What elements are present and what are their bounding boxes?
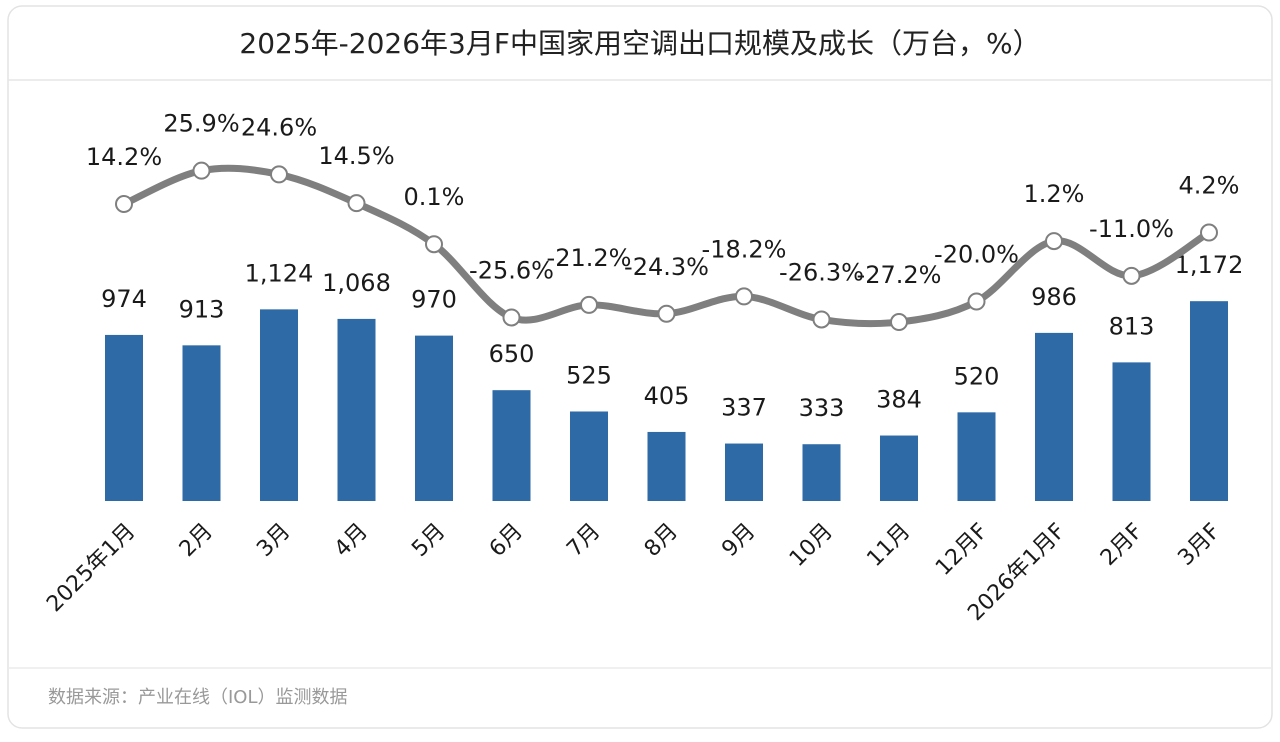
bar-value-label: 525 — [566, 361, 612, 389]
bar — [337, 318, 376, 501]
line-value-label: -27.2% — [857, 261, 942, 289]
bar — [415, 335, 453, 501]
line-marker — [1045, 232, 1063, 251]
bar — [957, 412, 996, 501]
line-marker — [735, 287, 753, 306]
line-marker — [1122, 266, 1141, 285]
line-value-label: 0.1% — [404, 183, 465, 211]
line-marker — [657, 304, 676, 323]
bar-value-label: 1,172 — [1175, 251, 1244, 279]
bar — [105, 334, 143, 501]
line-marker — [1200, 223, 1218, 242]
line-value-label: -24.3% — [624, 253, 709, 281]
bar-value-label: 650 — [489, 340, 535, 368]
chart-title: 2025年-2026年3月F中国家用空调出口规模及成长（万台，%） — [239, 27, 1040, 60]
line-marker — [812, 310, 831, 329]
bar — [725, 443, 763, 501]
line-marker — [347, 194, 366, 213]
bar — [1035, 332, 1073, 501]
bar — [802, 444, 841, 501]
bar-value-label: 1,068 — [322, 269, 391, 297]
bar-value-label: 986 — [1031, 283, 1077, 311]
line-value-label: 24.6% — [241, 113, 317, 141]
line-marker — [192, 161, 211, 180]
bar — [1112, 362, 1151, 501]
bar — [570, 411, 608, 501]
line-value-label: -26.3% — [779, 258, 864, 286]
bar-value-label: 405 — [644, 382, 690, 410]
line-marker — [115, 195, 133, 214]
line-value-label: 4.2% — [1179, 172, 1240, 200]
bar-value-label: 333 — [799, 394, 845, 422]
bar-value-label: 813 — [1109, 312, 1155, 340]
line-value-label: -18.2% — [702, 235, 787, 263]
line-value-label: -20.0% — [934, 241, 1019, 269]
line-value-label: -11.0% — [1089, 215, 1174, 243]
bar-value-label: 384 — [876, 386, 922, 414]
line-marker — [580, 295, 598, 314]
bar — [880, 435, 918, 501]
bar-value-label: 1,124 — [245, 259, 314, 287]
bar — [1190, 301, 1228, 501]
line-value-label: 1.2% — [1024, 180, 1085, 208]
line-value-label: 14.5% — [318, 142, 394, 170]
line-value-label: -21.2% — [547, 244, 632, 272]
bar-value-label: 974 — [101, 285, 147, 313]
bar — [647, 431, 686, 501]
bar-value-label: 337 — [721, 394, 767, 422]
bar-value-label: 970 — [411, 286, 457, 314]
bar-value-label: 520 — [954, 362, 1000, 390]
line-value-label: 14.2% — [86, 143, 162, 171]
bar — [260, 309, 298, 501]
line-marker — [270, 165, 288, 184]
source-note: 数据来源：产业在线（IOL）监测数据 — [48, 687, 348, 708]
bar-value-label: 913 — [179, 295, 225, 323]
bar — [182, 345, 221, 501]
line-marker — [502, 308, 521, 327]
line-marker — [425, 235, 443, 254]
line-marker — [890, 313, 908, 332]
line-value-label: -25.6% — [469, 256, 554, 284]
line-marker — [967, 292, 986, 311]
bar — [492, 390, 531, 501]
line-value-label: 25.9% — [163, 110, 239, 138]
